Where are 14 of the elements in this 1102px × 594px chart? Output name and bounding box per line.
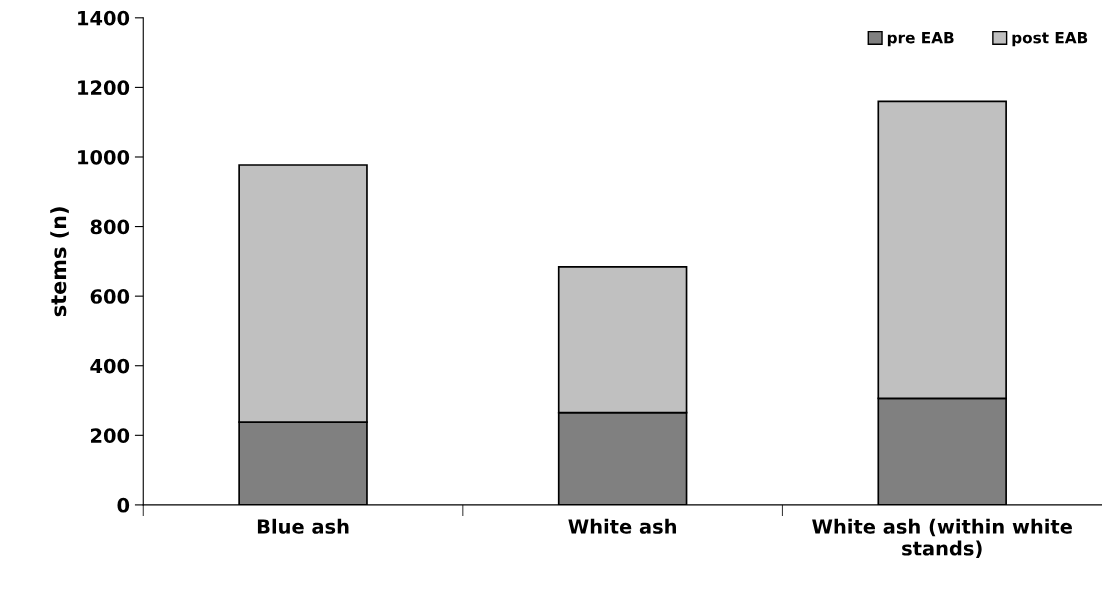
y-tick-label: 200 xyxy=(91,428,130,443)
x-tick-label: White ash (within white stands) xyxy=(812,518,1072,558)
x-tick-label: Blue ash xyxy=(257,518,349,534)
y-tick-label: 1200 xyxy=(78,80,130,96)
y-tick-label: 0 xyxy=(117,497,130,513)
y-tick-label: 1400 xyxy=(78,10,130,26)
y-tick-label: 1000 xyxy=(78,149,130,165)
legend-label: post EAB xyxy=(1012,32,1088,47)
x-tick-label: White ash xyxy=(568,518,676,534)
y-axis-title: stems (n) xyxy=(50,207,69,317)
y-tick-label: 400 xyxy=(90,358,130,374)
legend-label: pre EAB xyxy=(887,32,954,47)
y-tick-label: 600 xyxy=(90,289,130,304)
y-tick-label: 800 xyxy=(90,219,130,235)
